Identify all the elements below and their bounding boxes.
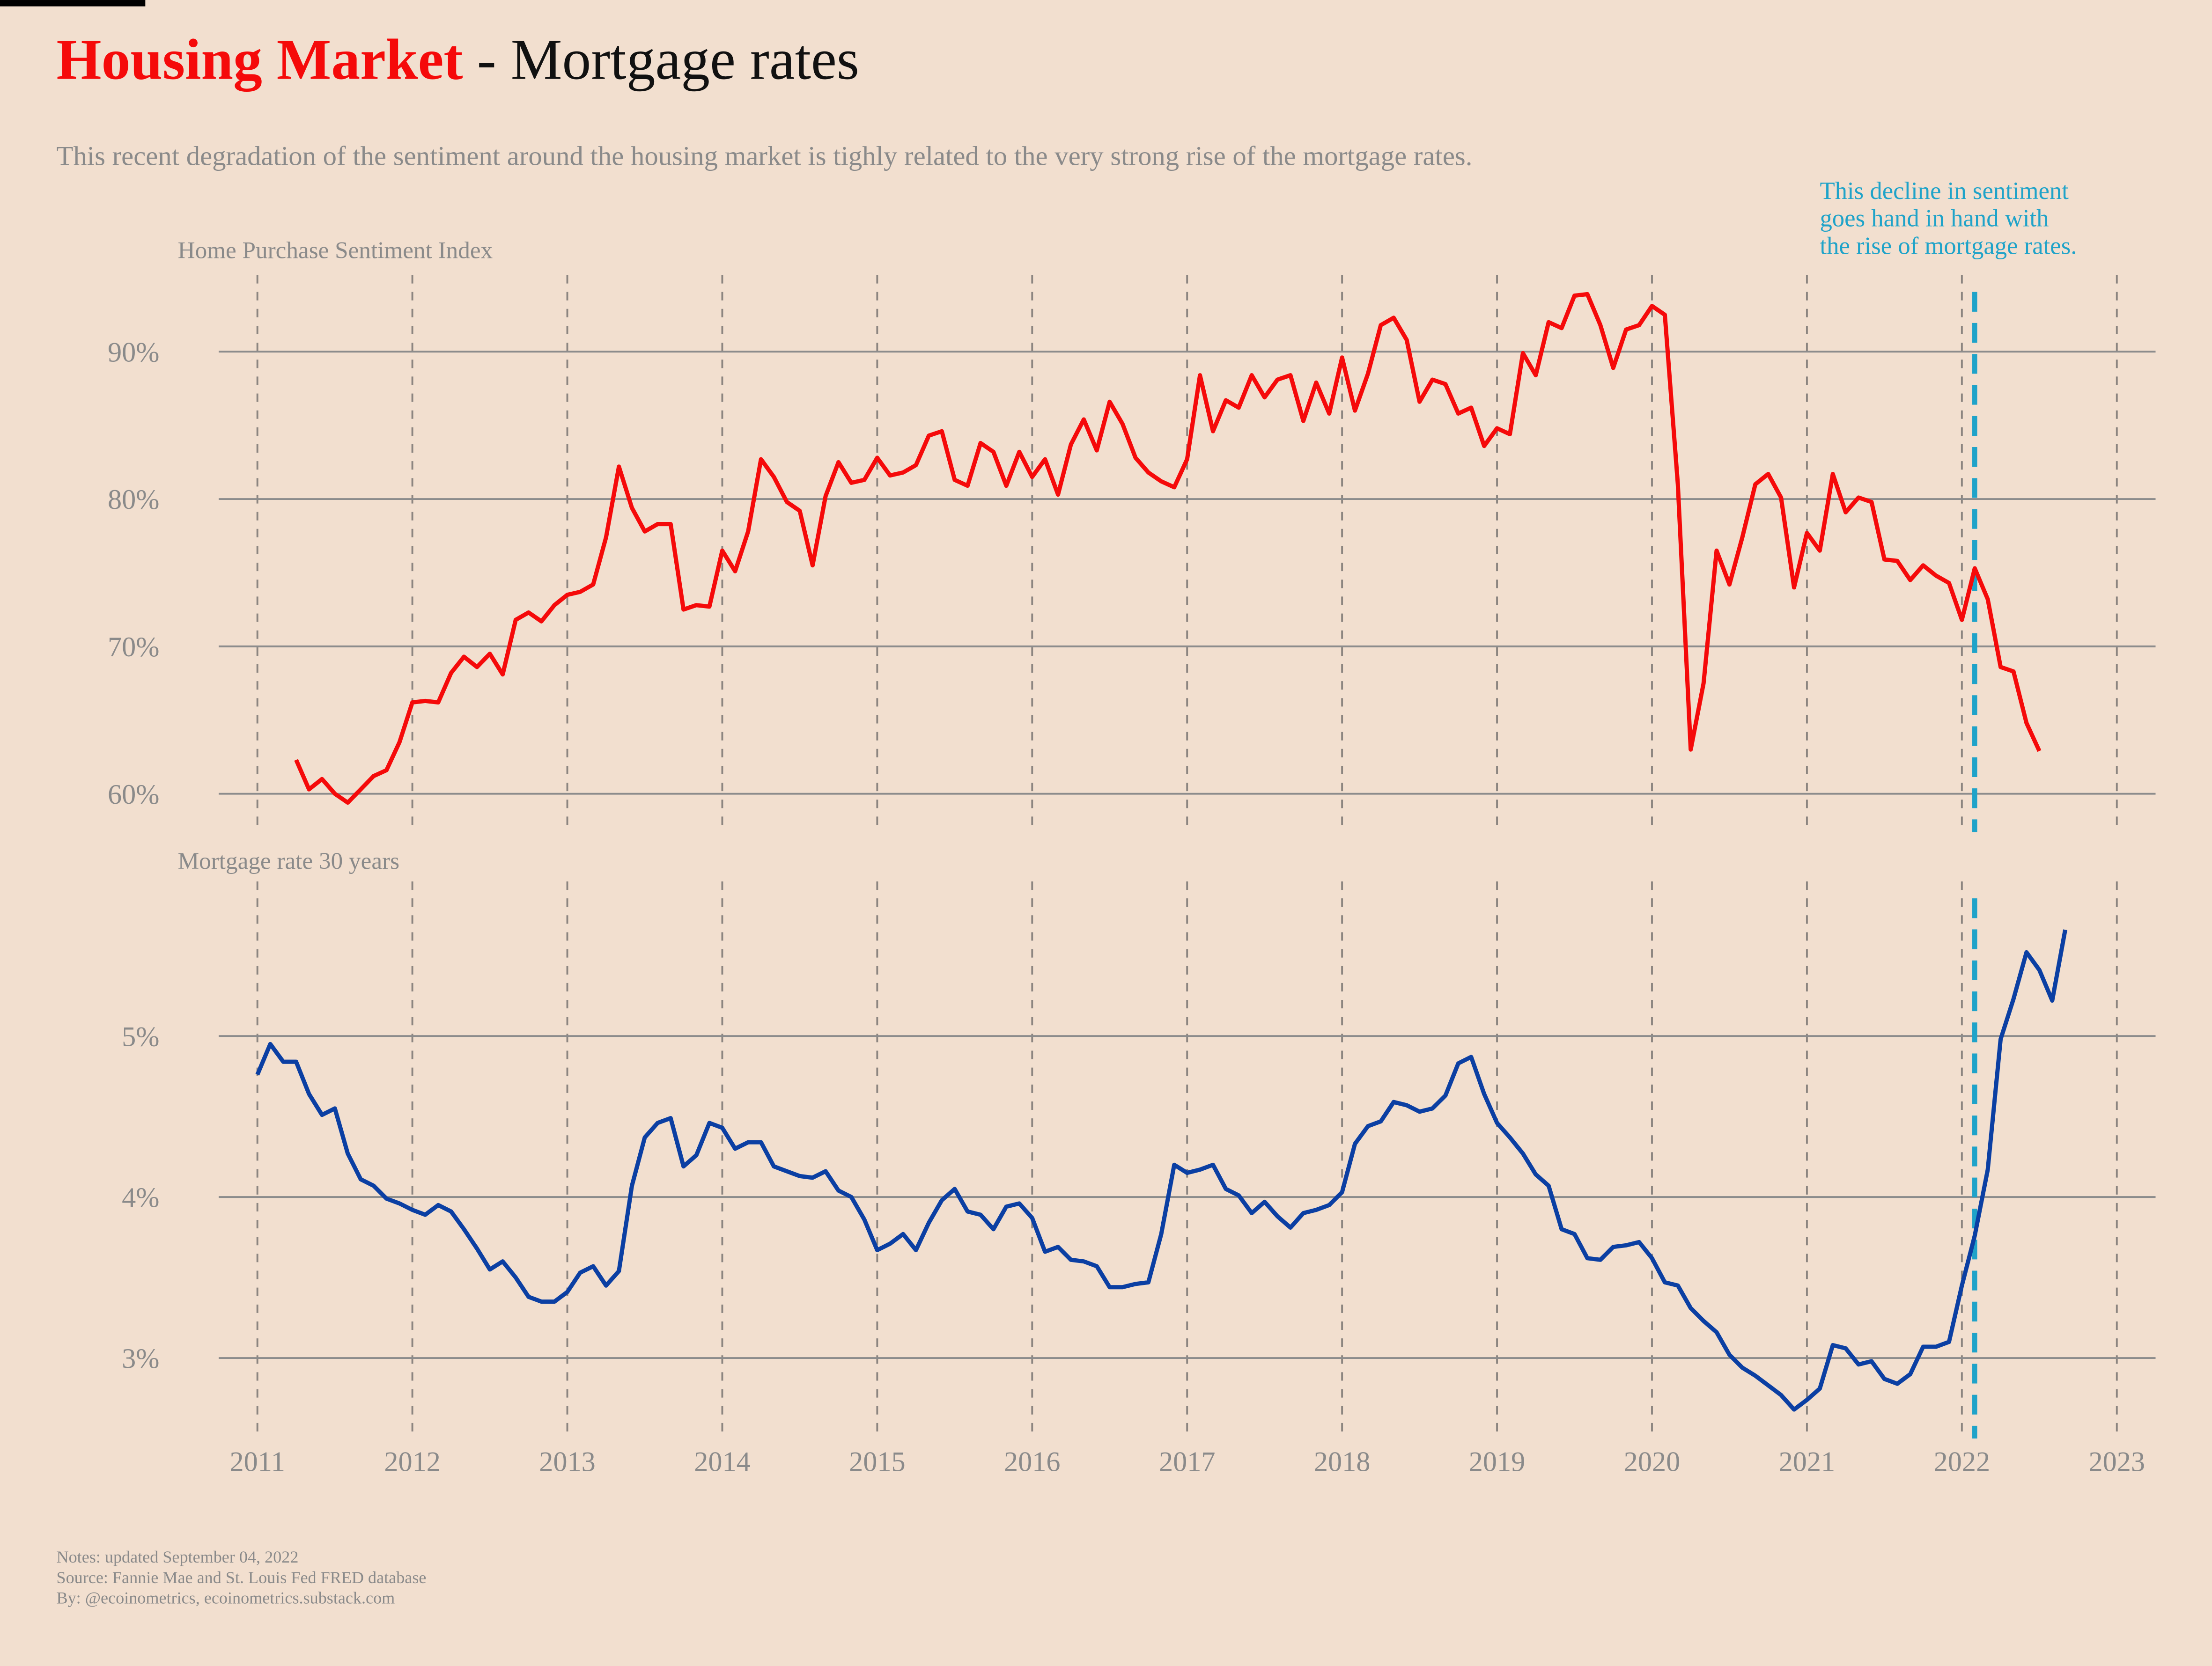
y-tick-label: 3% bbox=[122, 1343, 159, 1374]
annotation-text: goes hand in hand with bbox=[1820, 205, 2049, 232]
x-tick-label: 2022 bbox=[1934, 1446, 1991, 1477]
annotation-text: the rise of mortgage rates. bbox=[1820, 232, 2077, 259]
data-line bbox=[255, 929, 2067, 1412]
x-tick-label: 2014 bbox=[694, 1446, 750, 1477]
annotation-text: This decline in sentiment bbox=[1820, 177, 2069, 205]
x-tick-label: 2019 bbox=[1469, 1446, 1526, 1477]
note: Source: Fannie Mae and St. Louis Fed FRE… bbox=[57, 1568, 427, 1587]
panel-title: Home Purchase Sentiment Index bbox=[178, 237, 493, 264]
x-tick-label: 2011 bbox=[230, 1446, 285, 1477]
x-tick-label: 2012 bbox=[384, 1446, 441, 1477]
data-line bbox=[294, 292, 2042, 805]
x-tick-label: 2015 bbox=[849, 1446, 906, 1477]
x-tick-label: 2017 bbox=[1159, 1446, 1216, 1477]
y-tick-label: 60% bbox=[108, 779, 159, 810]
y-tick-label: 70% bbox=[108, 631, 159, 663]
title-rest: - Mortgage rates bbox=[477, 28, 859, 92]
note: By: @ecoinometrics, ecoinometrics.substa… bbox=[57, 1589, 395, 1607]
note: Notes: updated September 04, 2022 bbox=[57, 1548, 299, 1566]
x-tick-label: 2016 bbox=[1004, 1446, 1060, 1477]
y-tick-label: 80% bbox=[108, 484, 159, 515]
x-tick-label: 2021 bbox=[1779, 1446, 1835, 1477]
y-tick-label: 5% bbox=[122, 1021, 159, 1052]
x-tick-label: 2013 bbox=[539, 1446, 596, 1477]
corner-bar bbox=[0, 0, 146, 7]
y-tick-label: 4% bbox=[122, 1182, 159, 1213]
y-tick-label: 90% bbox=[108, 337, 159, 368]
x-tick-label: 2020 bbox=[1624, 1446, 1681, 1477]
title-main: Housing Market bbox=[57, 28, 463, 92]
x-tick-label: 2018 bbox=[1314, 1446, 1371, 1477]
subtitle: This recent degradation of the sentiment… bbox=[57, 141, 1473, 171]
panel-title: Mortgage rate 30 years bbox=[178, 848, 399, 874]
x-tick-label: 2023 bbox=[2089, 1446, 2146, 1477]
title: Housing Market - Mortgage rates bbox=[57, 28, 859, 92]
